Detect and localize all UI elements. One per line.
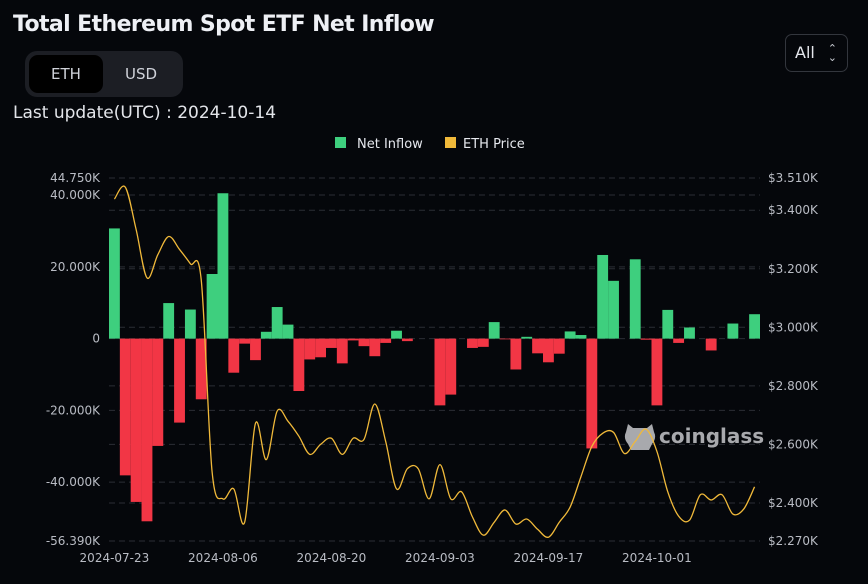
legend-net-inflow[interactable]: Net Inflow (357, 137, 423, 152)
watermark-text: coinglass (659, 424, 764, 448)
chevron-up-down-icon: ⌃ ⌄ (827, 42, 837, 64)
x-tick-label: 2024-08-20 (297, 551, 367, 565)
net-inflow-bar (727, 323, 739, 339)
net-inflow-bar (564, 331, 576, 339)
net-inflow-bar (532, 338, 543, 354)
legend: Net Inflow ETH Price (335, 137, 525, 152)
net-inflow-bar (684, 327, 695, 339)
right-tick-label: $3.510K (768, 171, 819, 185)
unit-toggle: ETH USD (25, 51, 183, 97)
left-tick-label: 40.000K (50, 188, 101, 202)
net-inflow-bar (293, 338, 305, 392)
net-inflow-bar (510, 338, 522, 370)
net-inflow-bar (586, 338, 598, 449)
net-inflow-bar (119, 338, 131, 476)
left-tick-label: -20.000K (46, 403, 101, 417)
net-inflow-bar (662, 309, 674, 339)
net-inflow-bar (434, 338, 446, 406)
net-inflow-bar (239, 338, 251, 344)
last-update: Last update(UTC) : 2024-10-14 (13, 103, 277, 123)
right-tick-label: $2.600K (768, 437, 819, 451)
range-select[interactable]: All ⌃ ⌄ (785, 34, 848, 72)
left-tick-label: -56.390K (46, 534, 101, 548)
right-tick-label: $3.400K (768, 203, 819, 217)
net-inflow-bar (195, 338, 207, 400)
net-inflow-bar (640, 338, 652, 340)
net-inflow-bar (369, 338, 381, 357)
net-inflow-bar (358, 338, 370, 347)
net-inflow-bar (521, 336, 533, 339)
page-title: Total Ethereum Spot ETF Net Inflow (13, 12, 435, 37)
net-inflow-bar (141, 338, 153, 522)
net-inflow-bar (445, 338, 457, 395)
net-inflow-bar (380, 338, 392, 343)
net-inflow-bar (608, 280, 619, 339)
x-tick-label: 2024-09-03 (405, 551, 475, 565)
net-inflow-bar (315, 338, 326, 358)
net-inflow-bar (543, 338, 554, 363)
net-inflow-bar (401, 338, 413, 342)
net-inflow-bar (304, 338, 316, 360)
right-tick-label: $3.000K (768, 320, 819, 334)
legend-eth-price[interactable]: ETH Price (463, 137, 525, 152)
toggle-eth[interactable]: ETH (29, 55, 103, 93)
net-inflow-bar (629, 259, 641, 339)
right-tick-label: $2.270K (768, 534, 819, 548)
x-tick-label: 2024-10-01 (622, 551, 692, 565)
left-tick-label: -40.000K (46, 475, 101, 489)
net-inflow-bar (467, 338, 478, 348)
right-tick-label: $2.800K (768, 379, 819, 393)
net-inflow-bar (260, 331, 272, 339)
net-inflow-bar (228, 338, 240, 373)
net-inflow-bar (488, 322, 500, 339)
coinglass-watermark: coinglass (624, 424, 764, 450)
net-inflow-bar (477, 338, 489, 347)
net-inflow-bar (250, 338, 261, 361)
net-inflow-bar (705, 338, 717, 351)
left-tick-label: 44.750K (50, 171, 101, 185)
net-inflow-bar (597, 254, 609, 339)
x-tick-label: 2024-09-17 (514, 551, 584, 565)
left-tick-label: 0 (92, 332, 100, 346)
net-inflow-bar (152, 338, 164, 446)
eth-price-line (113, 185, 756, 538)
legend-swatch-net-inflow (335, 137, 346, 148)
net-inflow-bar (336, 338, 348, 364)
net-inflow-bar (130, 338, 142, 502)
left-tick-label: 20.000K (50, 260, 101, 274)
net-inflow-bar (553, 338, 565, 354)
legend-swatch-eth-price (445, 137, 456, 148)
x-tick-label: 2024-08-06 (188, 551, 258, 565)
x-tick-label: 2024-07-23 (80, 551, 150, 565)
coinglass-logo-icon (624, 424, 656, 450)
net-inflow-bar (217, 193, 229, 339)
net-inflow-bar (347, 338, 359, 341)
net-inflow-bar (184, 309, 196, 339)
net-inflow-bar (206, 274, 218, 339)
net-inflow-bar (174, 338, 185, 423)
net-inflow-bar (326, 338, 337, 348)
right-tick-label: $3.200K (768, 262, 819, 276)
net-inflow-bar (282, 324, 294, 339)
range-select-value: All (795, 43, 815, 62)
net-inflow-bar (575, 335, 587, 339)
right-tick-label: $2.400K (768, 496, 819, 510)
net-inflow-bar (749, 314, 760, 339)
net-inflow-bar (651, 338, 663, 406)
net-inflow-bar (271, 307, 283, 339)
net-inflow-bar (391, 330, 402, 339)
net-inflow-bar (499, 338, 511, 340)
toggle-usd[interactable]: USD (124, 65, 158, 83)
net-inflow-bar (673, 338, 685, 343)
net-inflow-bar (109, 228, 120, 339)
net-inflow-bar (163, 303, 175, 339)
